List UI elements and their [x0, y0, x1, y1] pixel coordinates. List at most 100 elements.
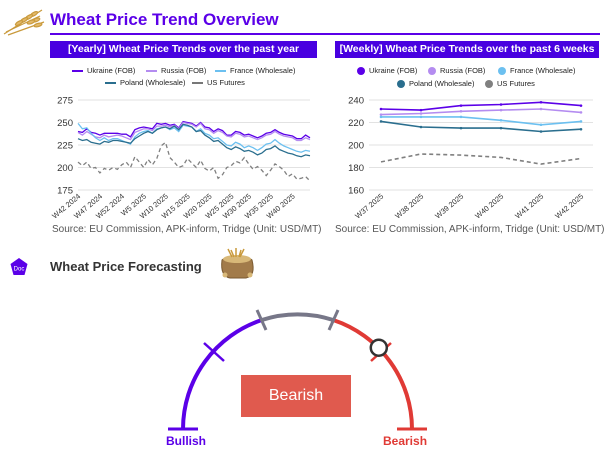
y-tick-label: 220: [348, 118, 364, 129]
gauge-label-bearish: Bearish: [383, 434, 428, 448]
legend-label: Poland (Wholesale): [409, 79, 475, 88]
series-line: [380, 101, 582, 111]
wheat-sack-icon: [216, 248, 258, 280]
y-tick-label: 180: [348, 163, 364, 174]
gauge-tick: [255, 309, 268, 331]
data-point: [539, 107, 543, 111]
legend-swatch: [428, 66, 436, 75]
data-point: [579, 111, 583, 114]
gauge-arc-bearish: [332, 318, 414, 430]
legend-swatch: [146, 69, 157, 72]
legend-swatch: [357, 66, 365, 75]
legend-item-poland: Poland (Wholesale): [105, 78, 185, 87]
data-point: [419, 112, 423, 115]
forecast-result-box: Bearish: [241, 375, 351, 417]
yearly-chart-title: [Yearly] Wheat Price Trends over the pas…: [50, 41, 317, 58]
series-line: [380, 108, 582, 116]
data-point: [419, 115, 423, 119]
series-line: [77, 123, 311, 158]
x-tick-label: W42 2025: [553, 192, 585, 221]
gauge-label-bullish: Bullish: [166, 434, 207, 448]
data-point: [499, 118, 503, 122]
legend-item-ukraine: Ukraine (FOB): [72, 66, 135, 75]
y-tick-label: 200: [57, 163, 73, 174]
legend-item-ukraine: Ukraine (FOB): [357, 66, 417, 75]
legend-item-france: France (Wholesale): [215, 66, 295, 75]
data-point: [579, 120, 583, 123]
series-line: [77, 120, 311, 140]
data-point: [379, 113, 383, 116]
legend-swatch: [498, 66, 506, 75]
legend-item-us-futures: US Futures: [485, 79, 535, 88]
x-tick-label: W38 2025: [393, 192, 425, 221]
legend-swatch: [215, 69, 226, 72]
gauge-tick: [203, 342, 225, 362]
data-point: [539, 130, 543, 133]
data-point: [459, 115, 463, 119]
gauge-marker: [369, 338, 389, 357]
x-tick-label: W39 2025: [433, 192, 465, 221]
y-tick-label: 200: [348, 141, 364, 152]
gauge-arc-bullish: [181, 318, 263, 430]
legend-label: Russia (FOB): [161, 66, 207, 75]
series-line: [77, 141, 311, 182]
yearly-source-note: Source: EU Commission, APK-inform, Tridg…: [52, 224, 322, 235]
legend-label: US Futures: [207, 78, 245, 87]
y-tick-label: 225: [57, 141, 73, 152]
legend-item-russia: Russia (FOB): [428, 66, 485, 75]
data-point: [419, 108, 423, 112]
data-point: [539, 123, 543, 127]
legend-label: US Futures: [497, 79, 535, 88]
legend-swatch: [397, 79, 405, 88]
data-point: [459, 126, 463, 130]
gauge-tick: [327, 309, 340, 331]
series-line: [380, 120, 582, 133]
data-point: [499, 126, 503, 130]
legend-label: Ukraine (FOB): [87, 66, 136, 75]
data-point: [579, 127, 583, 131]
data-point: [419, 125, 423, 129]
y-tick-label: 250: [57, 118, 73, 129]
data-point: [379, 115, 383, 119]
wheat-logo-icon: [2, 6, 46, 36]
legend-label: Ukraine (FOB): [369, 66, 418, 75]
legend-swatch: [72, 69, 83, 72]
legend-swatch: [485, 79, 493, 88]
weekly-source-note: Source: EU Commission, APK-inform, Tridg…: [335, 224, 605, 235]
series-line: [77, 121, 311, 142]
weekly-chart-title: [Weekly] Wheat Price Trends over the pas…: [335, 41, 599, 58]
gauge-arc-neutral: [261, 312, 334, 322]
legend-item-poland: Poland (Wholesale): [397, 79, 474, 88]
data-point: [379, 120, 383, 123]
data-point: [459, 104, 463, 107]
yearly-legend: Ukraine (FOB) Russia (FOB) France (Whole…: [50, 66, 317, 90]
doc-badge-icon: Doc: [9, 257, 29, 277]
doc-badge-label: Doc: [14, 267, 25, 273]
y-tick-label: 175: [57, 186, 73, 197]
legend-label: Russia (FOB): [440, 66, 486, 75]
legend-item-us-futures: US Futures: [192, 78, 245, 87]
series-line: [77, 122, 311, 153]
data-point: [499, 103, 503, 106]
data-point: [459, 109, 463, 113]
y-tick-label: 240: [348, 96, 364, 107]
data-point: [579, 104, 583, 107]
x-tick-label: W41 2025: [513, 192, 545, 221]
data-point: [539, 100, 543, 104]
weekly-legend: Ukraine (FOB) Russia (FOB) France (Whole…: [335, 66, 599, 92]
data-point: [499, 108, 503, 112]
legend-label: Poland (Wholesale): [120, 78, 186, 87]
forecast-gauge: [168, 309, 427, 431]
legend-swatch: [192, 81, 203, 84]
page-title: Wheat Price Trend Overview: [50, 10, 279, 29]
legend-swatch: [105, 81, 116, 84]
legend-item-russia: Russia (FOB): [146, 66, 206, 75]
x-tick-label: W40 2025: [473, 192, 505, 221]
title-divider: [50, 33, 600, 35]
legend-item-france: France (Wholesale): [498, 66, 575, 75]
data-point: [379, 107, 383, 111]
y-tick-label: 160: [348, 186, 364, 197]
series-line: [380, 153, 582, 165]
